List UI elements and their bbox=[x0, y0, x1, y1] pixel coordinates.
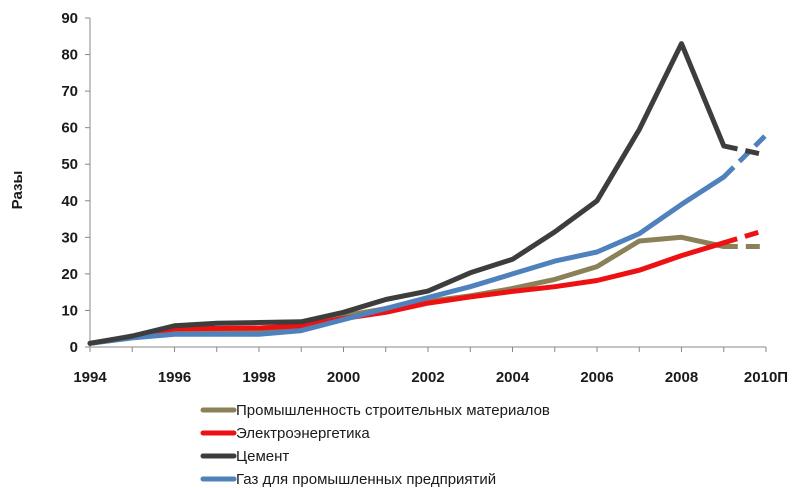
x-tick-label: 2002 bbox=[411, 369, 444, 386]
legend: Промышленность строительных материалов Эл… bbox=[200, 402, 550, 488]
x-tick-label: 2008 bbox=[665, 369, 698, 386]
series-layer bbox=[87, 41, 768, 346]
y-tick-label: 10 bbox=[61, 302, 78, 319]
y-tick-label: 70 bbox=[61, 83, 78, 100]
series-line-2 bbox=[87, 240, 727, 346]
x-tick-label: 2006 bbox=[580, 369, 613, 386]
y-axis-label: Разы bbox=[9, 171, 26, 210]
y-tick-label: 0 bbox=[70, 339, 78, 356]
x-tick-label: 2010П bbox=[744, 369, 788, 386]
y-tick-label: 50 bbox=[61, 156, 78, 173]
series-line-4 bbox=[87, 174, 727, 346]
legend-label: Промышленность строительных материалов bbox=[236, 402, 550, 419]
y-tick-label: 80 bbox=[61, 47, 78, 64]
y-tick-label: 60 bbox=[61, 120, 78, 137]
legend-label: Электроэнергетика bbox=[236, 425, 370, 442]
axes: 0 10 20 30 40 50 60 70 80 90 1994 1996 1998 2000 2002 2… bbox=[61, 10, 788, 386]
y-tick-label: 90 bbox=[61, 10, 78, 27]
y-tick-label: 20 bbox=[61, 266, 78, 283]
series-forecast-line-3 bbox=[723, 143, 767, 158]
x-tick-label: 2004 bbox=[496, 369, 530, 386]
series-line-3 bbox=[87, 41, 727, 346]
y-tick-label: 40 bbox=[61, 193, 78, 210]
x-tick-label: 2000 bbox=[327, 369, 360, 386]
series-forecast-line-4 bbox=[722, 133, 768, 179]
x-tick-label: 1998 bbox=[242, 369, 275, 386]
legend-label: Цемент bbox=[236, 448, 289, 465]
y-tick-label: 30 bbox=[61, 229, 78, 246]
series-forecast-line-2 bbox=[723, 227, 767, 246]
legend-label: Газ для промышленных предприятий bbox=[236, 471, 496, 488]
x-tick-label: 1994 bbox=[73, 369, 107, 386]
x-tick-label: 1996 bbox=[158, 369, 191, 386]
